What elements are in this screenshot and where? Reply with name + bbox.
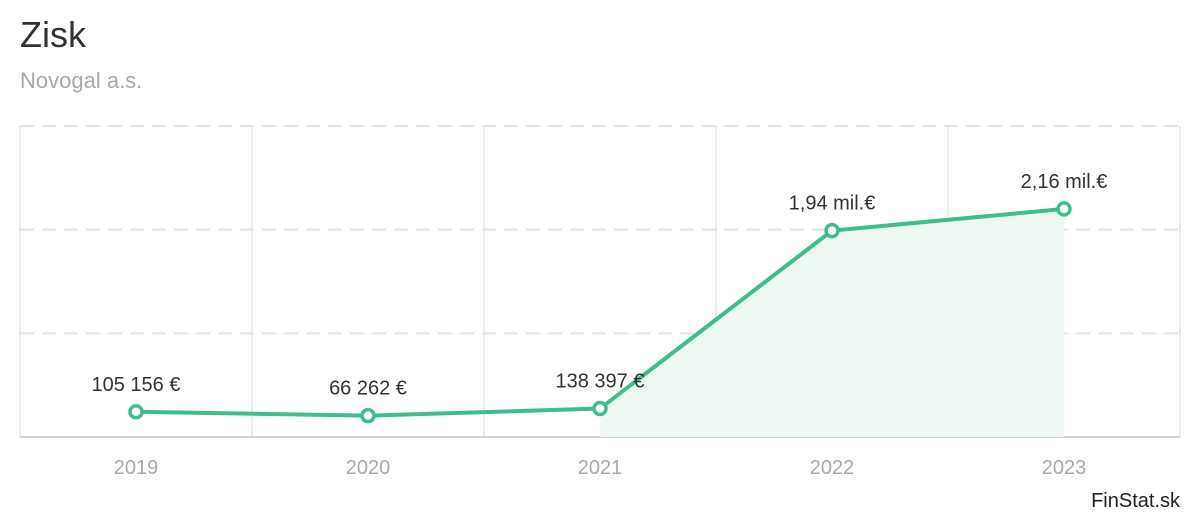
data-label: 138 397 € — [556, 371, 645, 393]
tick-layer: 2019 2020 2021 2022 2023 — [114, 457, 1087, 479]
area-layer — [600, 208, 1064, 437]
data-label: 1,94 mil.€ — [789, 193, 876, 215]
x-tick-label: 2019 — [114, 457, 159, 479]
data-label: 2,16 mil.€ — [1021, 171, 1108, 193]
x-tick-label: 2022 — [810, 457, 855, 479]
x-tick-label: 2023 — [1042, 457, 1087, 479]
area-fill — [600, 208, 1064, 437]
source-credit[interactable]: FinStat.sk — [1091, 490, 1180, 512]
chart-title: Zisk — [20, 14, 86, 55]
data-point — [360, 407, 376, 424]
chart-subtitle: Novogal a.s. — [20, 68, 143, 93]
point-layer — [128, 201, 1072, 424]
label-layer: 105 156 € 66 262 € 138 397 € 1,94 mil.€ 2,16… — [92, 171, 1108, 400]
data-point — [128, 404, 144, 420]
data-label: 66 262 € — [329, 378, 407, 400]
x-tick-label: 2021 — [578, 457, 623, 479]
data-point — [592, 400, 608, 417]
data-point — [1056, 201, 1072, 217]
x-tick-label: 2020 — [346, 457, 391, 479]
data-label: 105 156 € — [92, 374, 181, 396]
data-point — [824, 222, 840, 239]
